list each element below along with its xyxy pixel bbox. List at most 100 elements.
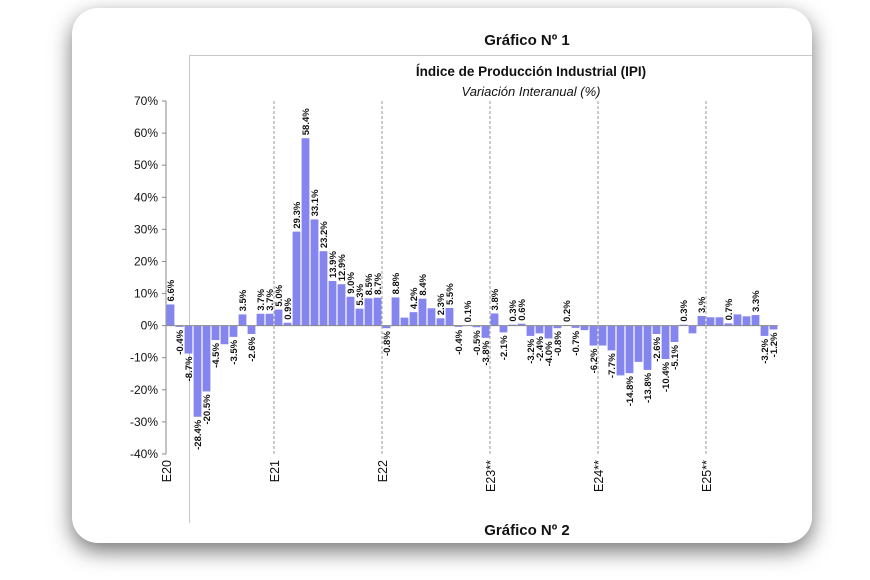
- data-label: -0.4%: [175, 329, 186, 354]
- chart-title: Índice de Producción Industrial (IPI): [415, 64, 647, 79]
- bar: [382, 325, 391, 329]
- data-label: 3.7%: [256, 289, 267, 311]
- bar: [220, 325, 229, 345]
- bar: [769, 325, 778, 330]
- y-tick-label: 70%: [134, 94, 158, 108]
- data-label: 13.9%: [328, 251, 339, 278]
- bar: [283, 322, 292, 326]
- bar: [337, 284, 346, 326]
- data-label: 8.7%: [373, 273, 384, 295]
- y-tick-label: -30%: [130, 415, 158, 429]
- data-label: 3.5%: [238, 289, 249, 311]
- data-label: -1.2%: [769, 332, 780, 357]
- data-label: -5.1%: [670, 344, 681, 369]
- data-label: 0.1%: [463, 300, 474, 322]
- data-label: 58.4%: [301, 108, 312, 135]
- data-label: -3.5%: [229, 339, 240, 364]
- bar: [733, 314, 742, 326]
- y-tick-label: 60%: [134, 126, 158, 140]
- bar: [193, 325, 202, 417]
- bar: [751, 315, 760, 326]
- data-label: 8.4%: [418, 273, 429, 295]
- data-label: 3.8%: [490, 288, 501, 310]
- bar: [202, 325, 211, 392]
- bar: [292, 231, 301, 326]
- bar: [499, 325, 508, 333]
- bar: [634, 325, 643, 362]
- data-label: 9.0%: [346, 272, 357, 294]
- data-label: -13.8%: [643, 372, 654, 403]
- x-tick-label: E20: [160, 460, 174, 482]
- bar: [373, 297, 382, 326]
- y-tick-label: -40%: [130, 447, 158, 461]
- bar: [616, 325, 625, 376]
- bar: [760, 325, 769, 336]
- bar: [229, 325, 238, 337]
- data-label: 8.5%: [364, 273, 375, 295]
- data-label: -0.8%: [553, 331, 564, 356]
- data-label: -4.0%: [544, 341, 555, 366]
- bar: [580, 325, 589, 331]
- y-tick-label: -20%: [130, 383, 158, 397]
- data-label: 5.0%: [274, 284, 285, 306]
- y-tick-label: 40%: [134, 190, 158, 204]
- data-label: 4.2%: [409, 287, 420, 309]
- data-label: 3.%: [697, 296, 708, 313]
- bar: [490, 313, 499, 326]
- bar: [598, 325, 607, 346]
- data-label: -2.1%: [499, 335, 510, 360]
- bar: [274, 309, 283, 326]
- data-label: 0.2%: [562, 300, 573, 322]
- bar: [346, 296, 355, 326]
- bar: [310, 219, 319, 326]
- data-label: -2.6%: [652, 336, 663, 361]
- bar: [328, 281, 337, 326]
- data-label: 23.2%: [319, 221, 330, 248]
- bar: [535, 325, 544, 334]
- bar: [643, 325, 652, 370]
- data-label: 3.3%: [751, 290, 762, 312]
- data-label: 0.3%: [508, 299, 519, 321]
- bar: [256, 313, 265, 326]
- bar: [427, 308, 436, 326]
- next-figure-title: Gráfico Nº 2: [484, 522, 570, 539]
- x-tick-label: E23**: [484, 460, 498, 492]
- data-label: 8.8%: [391, 272, 402, 294]
- data-label: -3.8%: [481, 340, 492, 365]
- data-label: 0.6%: [517, 299, 528, 321]
- bar: [697, 316, 706, 326]
- x-tick-label: E24**: [592, 460, 606, 492]
- bar: [688, 325, 697, 334]
- bar: [364, 298, 373, 326]
- data-label: 3.7%: [265, 289, 276, 311]
- data-label: 6.6%: [166, 279, 177, 301]
- bar: [661, 325, 670, 360]
- bar: [472, 325, 481, 328]
- chart-subtitle: Variación Interanual (%): [461, 84, 601, 99]
- bar: [301, 138, 310, 326]
- data-label: -6.2%: [589, 348, 600, 373]
- data-label: -3.2%: [760, 338, 771, 363]
- data-label: -14.8%: [625, 376, 636, 407]
- bar-chart: -40% -30% -20% -10% 0% 10% 20% 30% 40% 50% 60% 70% E…: [130, 94, 780, 492]
- y-tick-label: 50%: [134, 158, 158, 172]
- data-label: 0.7%: [724, 298, 735, 320]
- bar: [670, 325, 679, 343]
- data-label: -4.5%: [211, 343, 222, 368]
- y-tick-label: 20%: [134, 254, 158, 268]
- y-tick-label: 0%: [141, 319, 159, 333]
- bar: [409, 312, 418, 326]
- data-label: -2.6%: [247, 336, 258, 361]
- bar: [211, 325, 220, 341]
- data-label: -7.7%: [607, 353, 618, 378]
- bar: [517, 323, 526, 326]
- bar: [481, 325, 490, 338]
- bar: [175, 325, 184, 327]
- data-label: -20.5%: [202, 394, 213, 425]
- y-tick-label: 30%: [134, 222, 158, 236]
- data-label: -8.7%: [184, 356, 195, 381]
- bar: [589, 325, 598, 346]
- bar: [454, 325, 463, 327]
- data-label: -0.5%: [472, 330, 483, 355]
- bar: [400, 317, 409, 326]
